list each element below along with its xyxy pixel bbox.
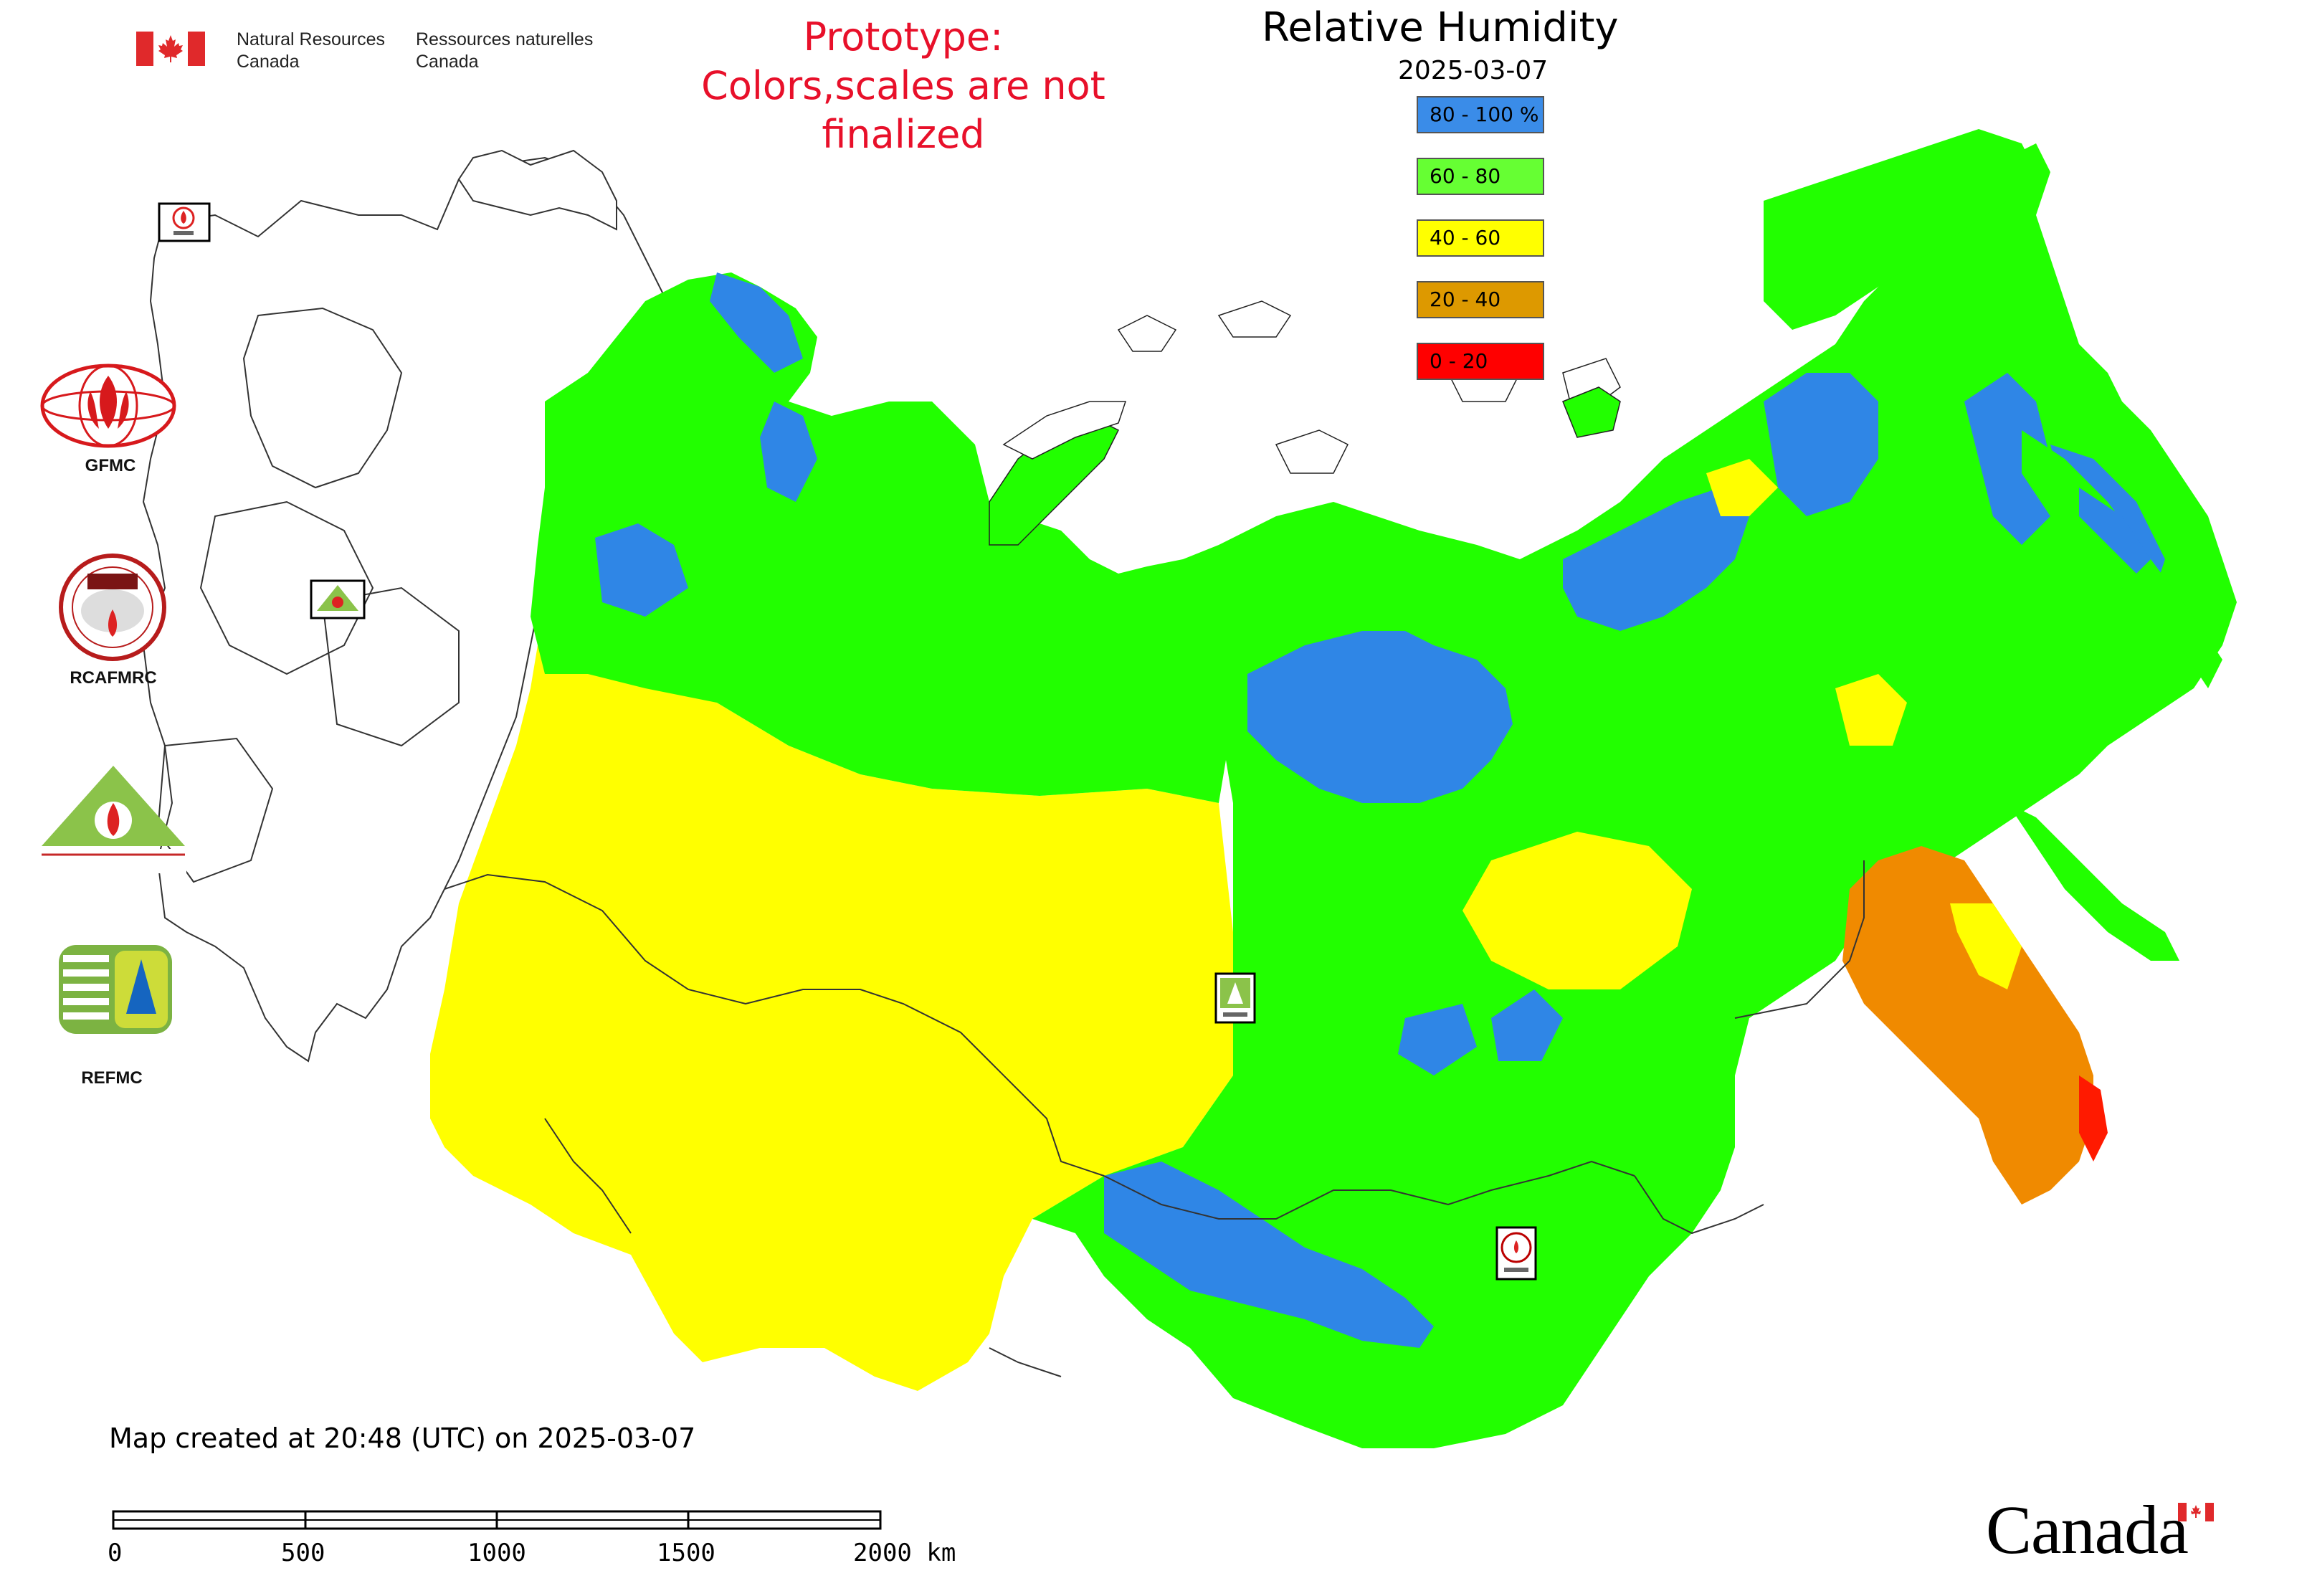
gfmc-logo — [40, 364, 176, 448]
legend-item-80-100: 80 - 100 % — [1417, 96, 1544, 133]
reefmc-logo — [40, 766, 186, 873]
prototype-notice: Prototype: Colors,scales are not finaliz… — [645, 13, 1161, 159]
refmc-logo-label: REFMC — [81, 1068, 143, 1088]
map-date: 2025-03-07 — [1398, 56, 1549, 85]
org-name-french: Ressources naturelles Canada — [416, 29, 593, 73]
maple-leaf-icon — [158, 35, 183, 62]
government-signature: Natural Resources Canada Ressources natu… — [136, 27, 609, 77]
rcafmrc-logo — [59, 554, 166, 661]
scale-label-2000-km: 2000 km — [853, 1539, 956, 1567]
scale-label-500: 500 — [281, 1539, 325, 1567]
legend-label: 20 - 40 — [1430, 288, 1501, 311]
scale-bar: 0 500 1000 1500 2000 km — [108, 1503, 968, 1574]
org-name-english-line2: Canada — [237, 52, 300, 72]
map-created-timestamp: Map created at 20:48 (UTC) on 2025-03-07 — [109, 1422, 696, 1454]
wordmark-flag-icon — [2178, 1503, 2214, 1521]
canada-flag-icon — [136, 32, 205, 66]
legend-label: 80 - 100 % — [1430, 103, 1539, 126]
gfmc-map-marker — [158, 202, 211, 242]
canada-wordmark: Canada — [1986, 1484, 2230, 1568]
refmc-map-marker — [1214, 972, 1256, 1024]
scale-label-1000: 1000 — [467, 1539, 526, 1567]
org-name-french-line1: Ressources naturelles — [416, 29, 594, 49]
scale-label-0: 0 — [108, 1539, 123, 1567]
legend-item-20-40: 20 - 40 — [1417, 281, 1544, 318]
legend-label: 0 - 20 — [1430, 349, 1488, 373]
org-name-english-line1: Natural Resources — [237, 29, 386, 49]
legend-label: 60 - 80 — [1430, 164, 1501, 188]
legend-item-40-60: 40 - 60 — [1417, 219, 1544, 257]
country-borders — [444, 860, 1865, 1377]
rcafmrc-logo-label: RCAFMRC — [70, 668, 157, 688]
gfmc-logo-label: GFMC — [85, 456, 136, 475]
reefmc-map-marker — [310, 579, 366, 619]
refmc-logo — [59, 945, 172, 1034]
org-name-french-line2: Canada — [416, 52, 479, 72]
scale-bar-graphic — [112, 1510, 882, 1530]
legend-item-0-20: 0 - 20 — [1417, 343, 1544, 380]
legend-item-60-80: 60 - 80 — [1417, 158, 1544, 195]
org-name-english: Natural Resources Canada — [237, 29, 385, 73]
humidity-field — [430, 129, 2237, 1448]
canada-wordmark-text: Canada — [1986, 1491, 2189, 1568]
prototype-line2: Colors,scales are not finalized — [701, 63, 1105, 157]
rcafmrc-map-marker — [1495, 1226, 1537, 1281]
flag-bar-right — [188, 32, 205, 66]
flag-bar-left — [136, 32, 153, 66]
scale-label-1500: 1500 — [657, 1539, 715, 1567]
prototype-line1: Prototype: — [803, 14, 1004, 60]
map-title: Relative Humidity — [1262, 4, 1619, 51]
legend-label: 40 - 60 — [1430, 226, 1501, 250]
